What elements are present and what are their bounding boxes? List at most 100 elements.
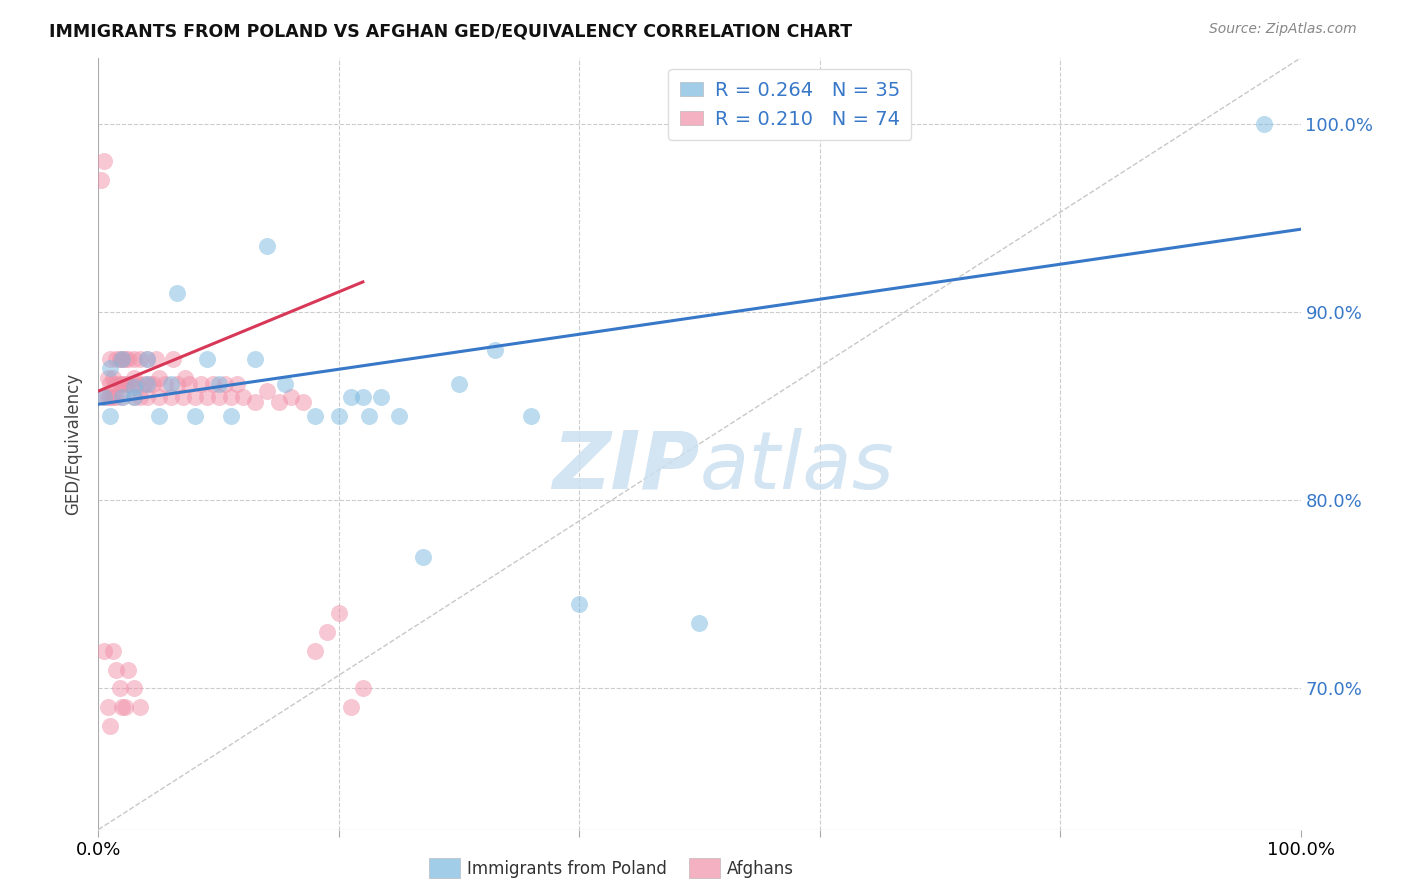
Point (108, 681, 131, 696)
Point (166, 376, 188, 391)
Point (117, 352, 139, 367)
Point (129, 390, 152, 404)
Point (174, 371, 197, 385)
Point (214, 376, 236, 391)
Point (111, 352, 134, 367)
Text: Source: ZipAtlas.com: Source: ZipAtlas.com (1209, 22, 1357, 37)
Point (105, 390, 128, 404)
Point (93, 390, 115, 404)
Point (153, 376, 176, 391)
Point (97, 371, 120, 385)
Legend: R = 0.264   N = 35, R = 0.210   N = 74: R = 0.264 N = 35, R = 0.210 N = 74 (668, 70, 911, 140)
Point (315, 624, 337, 639)
Point (183, 409, 205, 423)
Point (148, 371, 170, 385)
Point (100, 390, 122, 404)
Point (208, 390, 231, 404)
Point (159, 390, 181, 404)
Point (111, 390, 134, 404)
Text: IMMIGRANTS FROM POLAND VS AFGHAN GED/EQUIVALENCY CORRELATION CHART: IMMIGRANTS FROM POLAND VS AFGHAN GED/EQU… (49, 22, 852, 40)
Point (117, 376, 139, 391)
Point (114, 700, 136, 714)
Point (135, 352, 157, 367)
Point (280, 390, 302, 404)
Point (108, 376, 131, 391)
Point (100, 352, 122, 367)
Point (138, 376, 160, 391)
Point (274, 376, 297, 391)
Point (201, 376, 224, 391)
Point (568, 597, 591, 611)
Point (166, 286, 188, 301)
Point (114, 352, 136, 367)
Point (447, 376, 470, 391)
Point (219, 409, 242, 423)
Point (101, 390, 124, 404)
Point (97, 700, 120, 714)
Point (100, 409, 122, 423)
Point (111, 376, 134, 391)
Point (111, 390, 134, 404)
Point (105, 352, 128, 367)
Point (352, 681, 374, 696)
Point (100, 719, 122, 733)
Point (100, 376, 122, 391)
Point (340, 700, 363, 714)
Point (243, 395, 266, 409)
Point (132, 376, 155, 391)
Point (121, 376, 143, 391)
Point (195, 352, 218, 367)
Point (267, 395, 290, 409)
Point (177, 376, 200, 391)
Y-axis label: GED/Equivalency: GED/Equivalency (65, 373, 83, 515)
Point (101, 644, 124, 658)
Point (108, 352, 131, 367)
Point (183, 390, 205, 404)
Point (111, 352, 134, 367)
Point (304, 409, 326, 423)
Text: atlas: atlas (699, 428, 894, 506)
Point (352, 390, 374, 404)
Point (111, 700, 134, 714)
Point (291, 395, 314, 409)
Point (124, 390, 146, 404)
Point (304, 644, 326, 658)
Point (159, 376, 181, 391)
Point (370, 390, 392, 404)
Point (100, 361, 122, 376)
Point (148, 409, 170, 423)
Point (105, 663, 128, 677)
Point (328, 409, 350, 423)
Point (93, 390, 115, 404)
Point (195, 390, 218, 404)
Point (101, 371, 124, 385)
Point (388, 409, 411, 423)
Point (135, 352, 157, 367)
Point (129, 700, 152, 714)
Point (124, 380, 146, 394)
Point (135, 376, 157, 391)
Point (124, 371, 146, 385)
Point (93, 154, 115, 169)
Point (124, 352, 146, 367)
Point (219, 390, 242, 404)
Point (148, 390, 170, 404)
Point (520, 409, 543, 423)
Point (162, 352, 184, 367)
Point (256, 239, 278, 253)
Text: Afghans: Afghans (727, 860, 794, 878)
Point (129, 352, 152, 367)
Text: ZIP: ZIP (553, 428, 699, 506)
Point (117, 663, 139, 677)
Point (135, 390, 157, 404)
Point (190, 376, 212, 391)
Point (124, 390, 146, 404)
Point (328, 606, 350, 620)
Point (124, 681, 146, 696)
Point (243, 352, 266, 367)
Point (172, 390, 194, 404)
Point (256, 384, 278, 398)
Point (141, 376, 163, 391)
Point (357, 409, 380, 423)
Point (145, 352, 167, 367)
